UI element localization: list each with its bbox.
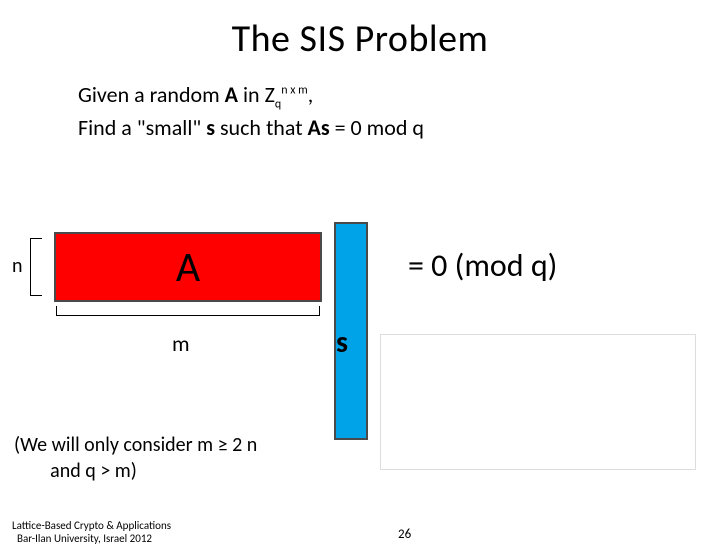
matrix-A-label: A — [176, 242, 200, 293]
matrix-A: A — [54, 232, 322, 302]
problem-line2-pre: Find a "small" — [78, 114, 206, 141]
problem-A: A — [225, 81, 238, 108]
vector-s-label: s — [336, 324, 348, 361]
note-line2: and q > m) — [50, 459, 137, 483]
slide-footer: Lattice-Based Crypto & Applications Bar-… — [12, 519, 171, 547]
problem-line1-pre: Given a random — [78, 81, 225, 108]
problem-line1-mid: in Z — [238, 81, 275, 108]
parameter-note: (We will only consider m ≥ 2 n and q > m… — [14, 432, 257, 484]
n-dimension-label: n — [12, 254, 23, 278]
sis-diagram: n A m s = 0 (mod q) (We will only consid… — [0, 206, 720, 496]
problem-line2-mid: such that — [215, 114, 308, 141]
problem-Zq-sub: q — [275, 97, 281, 111]
problem-line2-end: = 0 mod q — [330, 114, 424, 141]
footer-line1: Lattice-Based Crypto & Applications — [12, 519, 171, 532]
ghost-panel — [380, 334, 696, 470]
problem-statement: Given a random A in Zqn x m, Find a "sma… — [78, 80, 720, 142]
problem-line1-post: , — [308, 81, 314, 108]
problem-Zq-sup: n x m — [281, 84, 308, 98]
problem-s: s — [206, 114, 215, 141]
footer-line2: Bar-Ilan University, Israel 2012 — [17, 532, 152, 545]
m-bracket — [56, 306, 320, 316]
problem-As: As — [308, 114, 330, 141]
page-title: The SIS Problem — [0, 16, 720, 62]
n-bracket — [30, 238, 42, 296]
m-dimension-label: m — [172, 330, 190, 357]
equation-rhs: = 0 (mod q) — [408, 246, 557, 285]
note-line1: (We will only consider m ≥ 2 n — [14, 433, 257, 457]
